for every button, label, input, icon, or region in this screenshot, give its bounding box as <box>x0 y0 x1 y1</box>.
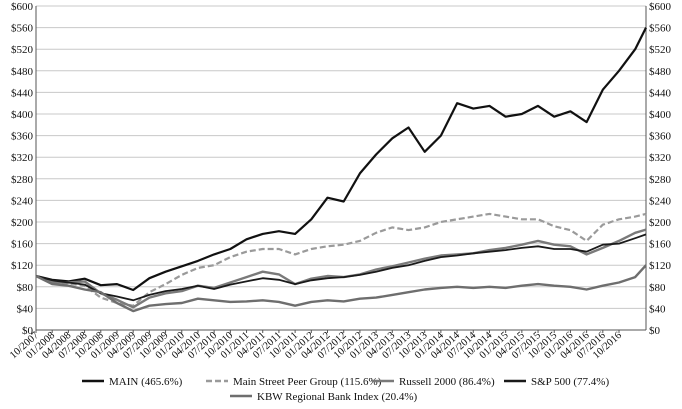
y-tick-label-left: $80 <box>17 282 34 294</box>
legend: MAIN (465.6%) Main Street Peer Group (115… <box>82 376 609 403</box>
series-line-2 <box>35 228 647 309</box>
y-tick-label-right: $160 <box>649 239 672 251</box>
y-tick-label-right: $320 <box>649 152 672 164</box>
legend-label-0: MAIN (465.6%) <box>109 376 183 388</box>
y-tick-label-left: $360 <box>11 131 34 143</box>
y-tick-label-left: $320 <box>11 152 34 164</box>
legend-label-4: KBW Regional Bank Index (20.4%) <box>257 391 418 403</box>
grid-lines <box>36 5 646 331</box>
y-tick-label-right: $80 <box>649 282 666 294</box>
series-lines <box>35 27 647 313</box>
y-tick-label-right: $600 <box>649 1 672 13</box>
y-tick-label-right: $240 <box>649 195 672 207</box>
y-tick-label-right: $560 <box>649 23 672 35</box>
y-tick-label-left: $200 <box>11 217 34 229</box>
series-line-0 <box>35 27 647 292</box>
y-tick-label-left: $240 <box>11 195 34 207</box>
y-tick-label-left: $600 <box>11 1 34 13</box>
y-tick-label-right: $40 <box>649 303 666 315</box>
y-tick-label-left: $160 <box>11 239 34 251</box>
y-tick-label-right: $360 <box>649 131 672 143</box>
y-axis-left: $0 $40 $80 $120 $160 $200 $240 $280 $320 $360 $400… <box>11 1 37 337</box>
legend-label-2: Russell 2000 (86.4%) <box>399 376 495 388</box>
y-tick-label-left: $400 <box>11 109 34 121</box>
y-tick-label-right: $440 <box>649 87 672 99</box>
legend-label-3: S&P 500 (77.4%) <box>531 376 609 388</box>
y-tick-label-right: $280 <box>649 174 672 186</box>
series-line-1 <box>35 212 647 307</box>
series-line-3 <box>35 233 647 302</box>
y-axis-right: $0 $40 $80 $120 $160 $200 $240 $280 $320 $360 $400… <box>645 1 672 337</box>
y-tick-label-right: $120 <box>649 260 672 272</box>
y-tick-label-left: $120 <box>11 260 34 272</box>
y-tick-label-left: $40 <box>17 303 34 315</box>
y-tick-label-right: $200 <box>649 217 672 229</box>
series-line-4 <box>35 264 647 313</box>
x-axis: 10/200701/200804/200807/200810/200801/20… <box>8 329 646 361</box>
y-tick-label-right: $480 <box>649 66 672 78</box>
y-tick-label-left: $480 <box>11 66 34 78</box>
y-tick-label-left: $0 <box>22 325 34 337</box>
legend-label-1: Main Street Peer Group (115.6%) <box>233 376 382 388</box>
y-tick-label-left: $280 <box>11 174 34 186</box>
y-tick-label-right: $520 <box>649 44 672 56</box>
y-tick-label-left: $560 <box>11 23 34 35</box>
y-tick-label-right: $0 <box>649 325 661 337</box>
y-tick-label-left: $520 <box>11 44 34 56</box>
y-tick-label-right: $400 <box>649 109 672 121</box>
y-tick-label-left: $440 <box>11 87 34 99</box>
